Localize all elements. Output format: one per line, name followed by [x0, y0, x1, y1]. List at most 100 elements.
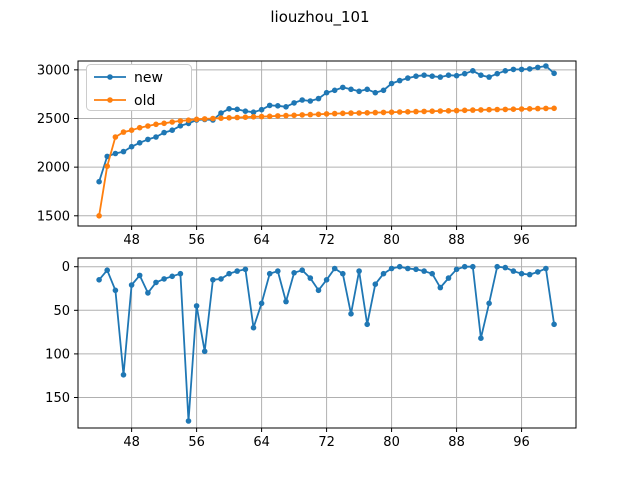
series-error-marker	[551, 321, 557, 328]
series-old-marker	[96, 213, 102, 219]
series-old-marker	[502, 106, 509, 113]
series-old-marker	[331, 110, 338, 117]
series-new-marker	[315, 95, 322, 102]
series-error-marker	[486, 300, 492, 307]
series-error-marker	[478, 335, 484, 342]
series-error-marker	[291, 270, 297, 276]
series-old-marker	[234, 114, 240, 121]
series-old-marker	[551, 105, 557, 112]
series-error-marker	[518, 270, 525, 277]
series-new-marker	[145, 136, 151, 143]
series-new-marker	[153, 134, 159, 140]
series-error-marker	[250, 324, 257, 331]
y-tick-label: 100	[45, 347, 70, 362]
series-error-marker	[96, 277, 102, 283]
series-old-marker	[510, 106, 517, 112]
series-error-marker	[161, 276, 167, 282]
series-new-marker	[356, 88, 362, 95]
series-error-marker	[193, 303, 200, 309]
series-error-marker	[429, 270, 436, 277]
series-new-marker	[291, 100, 297, 106]
series-new-marker	[226, 106, 232, 112]
series-new-marker	[218, 110, 224, 116]
series-error-marker	[136, 272, 143, 279]
series-new-marker	[348, 86, 354, 93]
series-old-marker	[299, 112, 306, 118]
y-tick-label: 2000	[37, 161, 70, 176]
series-old-marker	[153, 121, 159, 128]
series-new-marker	[437, 74, 444, 80]
y-tick-label: 150	[45, 391, 70, 406]
series-new-marker	[250, 109, 257, 115]
series-new-marker	[96, 178, 102, 185]
x-tick-label: 88	[448, 435, 465, 450]
series-error-marker	[526, 271, 533, 278]
series-new-marker	[478, 72, 484, 78]
series-old-marker	[242, 114, 249, 120]
series-error-marker	[112, 287, 119, 294]
series-old-marker	[323, 111, 330, 117]
series-old-marker	[494, 106, 501, 113]
x-tick-label: 72	[318, 233, 335, 248]
series-new-marker	[380, 87, 387, 94]
series-new-marker	[405, 75, 411, 81]
series-old-marker	[486, 106, 492, 113]
series-old-marker	[136, 124, 143, 131]
y-tick-label: 50	[53, 304, 70, 319]
series-error-marker	[340, 270, 346, 277]
x-tick-label: 56	[188, 435, 205, 450]
series-error-marker	[405, 265, 411, 272]
series-error-marker	[331, 265, 338, 272]
series-old-marker	[169, 119, 175, 125]
series-old-marker	[445, 108, 452, 114]
x-tick-label: 88	[448, 233, 465, 248]
series-old-marker	[421, 108, 427, 115]
series-error-marker	[380, 270, 387, 277]
series-old-marker	[478, 107, 484, 113]
series-old-marker	[453, 107, 460, 114]
series-error-marker	[307, 275, 314, 281]
x-tick-label: 48	[123, 435, 140, 450]
series-error-marker	[266, 270, 273, 277]
series-error-marker	[453, 266, 460, 273]
series-new-marker	[340, 84, 346, 91]
x-tick-label: 64	[253, 233, 270, 248]
series-old-marker	[518, 106, 525, 112]
series-old-marker	[307, 111, 314, 118]
legend: new old	[86, 64, 192, 111]
series-old-marker	[348, 110, 354, 116]
x-tick-label: 72	[318, 435, 335, 450]
series-new-marker	[275, 103, 281, 109]
series-error-marker	[242, 266, 249, 273]
series-old-marker	[437, 108, 444, 114]
series-old-marker	[356, 110, 362, 116]
series-old-marker	[145, 123, 151, 129]
subplot-bottom: 48 56 64 72 80 88 96 0 50 100 150	[45, 257, 577, 450]
series-error-marker	[421, 268, 427, 274]
series-error-marker	[104, 267, 110, 274]
series-new-marker	[445, 72, 452, 78]
series-old-marker	[258, 113, 265, 120]
series-error-marker	[145, 290, 151, 296]
series-error-marker	[128, 282, 135, 288]
series-new-marker	[551, 70, 557, 77]
series-old-marker	[193, 116, 200, 123]
series-error-marker	[502, 264, 509, 271]
y-tick-label: 0	[62, 260, 70, 275]
series-new-marker	[543, 63, 549, 69]
series-new-marker	[535, 64, 541, 71]
series-error-marker	[364, 321, 371, 328]
series-new-marker	[177, 123, 184, 129]
series-new-marker	[510, 66, 517, 73]
series-error-marker	[356, 268, 362, 274]
series-old-marker	[275, 113, 281, 119]
series-error-marker	[494, 263, 501, 270]
series-old-marker	[112, 134, 119, 140]
series-error-marker	[275, 268, 281, 274]
series-new-marker	[234, 106, 240, 113]
series-new-marker	[161, 129, 167, 136]
legend-marker-sample	[107, 97, 113, 103]
x-tick-label: 56	[188, 233, 205, 248]
